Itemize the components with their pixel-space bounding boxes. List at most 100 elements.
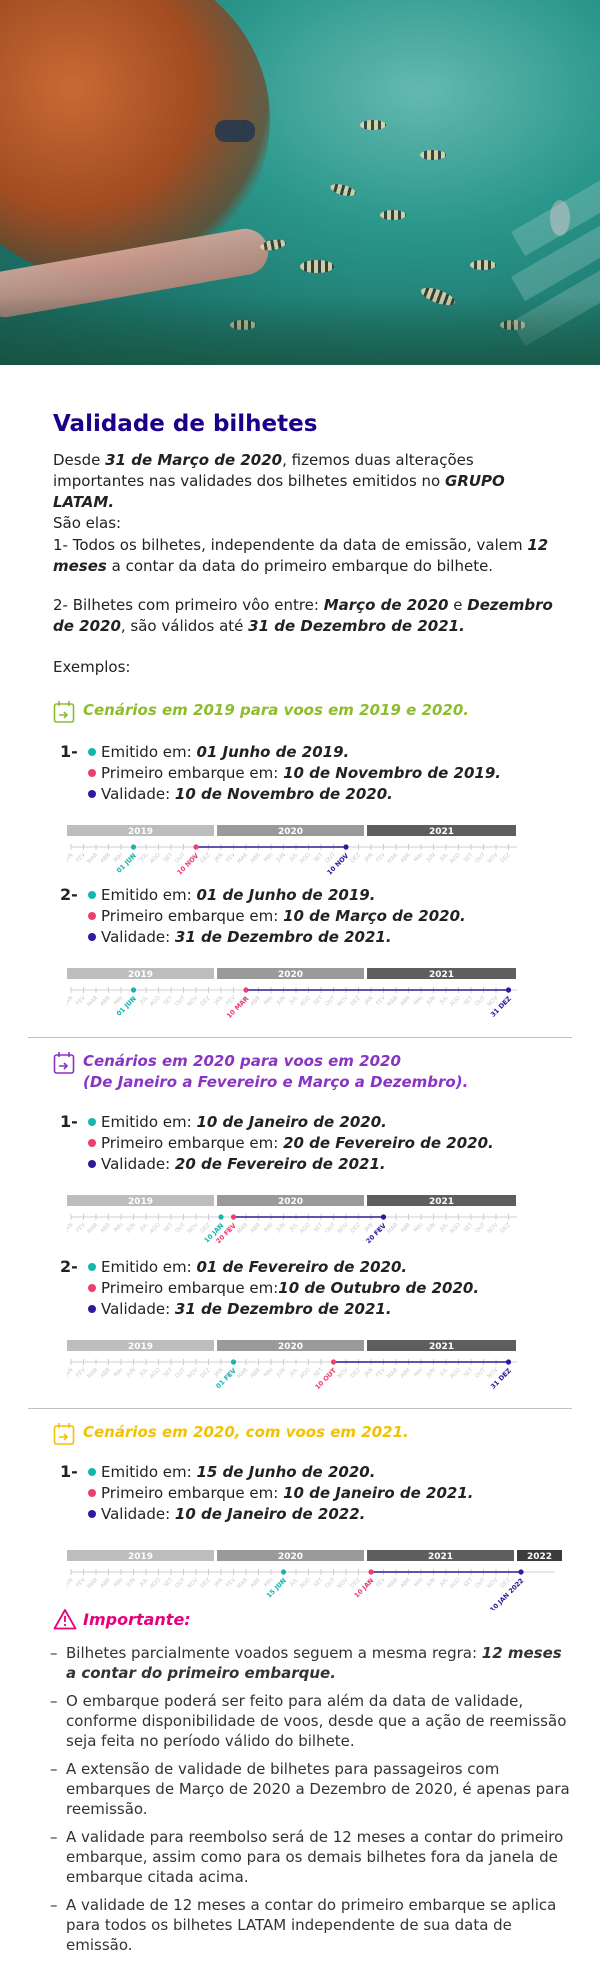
month-label: MAI bbox=[263, 1367, 275, 1379]
month-label: MAI bbox=[113, 852, 125, 864]
emit-dot bbox=[88, 890, 96, 899]
month-label: ABR bbox=[100, 1222, 112, 1234]
example-lines: Emitido em: 01 Junho de 2019. Primeiro e… bbox=[88, 742, 501, 805]
month-label: NOV bbox=[487, 1222, 500, 1235]
month-label: ABR bbox=[100, 1577, 112, 1589]
year-bar bbox=[367, 968, 516, 979]
important-item: O embarque poderá ser feito para além da… bbox=[50, 1691, 570, 1751]
fish-shape bbox=[380, 210, 406, 220]
valid-marker bbox=[505, 987, 512, 993]
example-lines: Emitido em: 10 de Janeiro de 2020. Prime… bbox=[88, 1112, 494, 1175]
intro-text: e bbox=[448, 596, 468, 614]
month-label: NOV bbox=[187, 995, 200, 1008]
year-bar bbox=[367, 825, 516, 836]
embark-label: Primeiro embarque em: bbox=[101, 1484, 284, 1502]
month-label: JAN bbox=[67, 995, 74, 1007]
fish-shape bbox=[329, 181, 357, 199]
month-label: FEV bbox=[375, 852, 387, 864]
intro-text: , fizemos duas alterações importantes na… bbox=[53, 451, 474, 490]
month-label: JUN bbox=[125, 1577, 137, 1589]
embark-value: 10 de Novembro de 2019. bbox=[283, 764, 501, 782]
month-label: MAR bbox=[86, 995, 99, 1008]
intro-brand: GRUPO LATAM. bbox=[53, 472, 505, 511]
month-label: SET bbox=[313, 1222, 325, 1234]
year-label: 2020 bbox=[278, 970, 303, 980]
important-item: A extensão de validade de bilhetes para … bbox=[50, 1759, 570, 1819]
month-label: NOV bbox=[337, 1222, 350, 1235]
example-lines: Emitido em: 01 de Fevereiro de 2020. Pri… bbox=[88, 1257, 479, 1320]
embark-line: Primeiro embarque em: 20 de Fevereiro de… bbox=[88, 1133, 494, 1154]
month-label: JUN bbox=[275, 1577, 287, 1589]
section-2019: Cenários em 2019 para voos em 2019 e 202… bbox=[53, 700, 469, 724]
month-label: DEZ bbox=[500, 1222, 513, 1235]
month-label: AGO bbox=[449, 852, 462, 865]
month-label: JUL bbox=[138, 1367, 150, 1379]
month-label: JAN bbox=[213, 1367, 225, 1379]
embark-marker bbox=[330, 1359, 337, 1365]
month-label: FEV bbox=[225, 1222, 237, 1234]
month-label: MAI bbox=[263, 852, 275, 864]
valid-line: Validade: 10 de Janeiro de 2022. bbox=[88, 1504, 474, 1525]
month-label: JUN bbox=[425, 1577, 437, 1589]
month-label: AGO bbox=[299, 1367, 312, 1380]
year-label: 2019 bbox=[128, 1342, 153, 1352]
month-label: OUT bbox=[324, 1222, 337, 1235]
month-label: JUL bbox=[438, 995, 450, 1007]
month-label: AGO bbox=[149, 1222, 162, 1235]
month-label: JAN bbox=[363, 852, 375, 864]
hero-reef bbox=[0, 295, 600, 365]
important-header: Importante: bbox=[53, 1608, 191, 1630]
month-label: ABR bbox=[250, 995, 262, 1007]
year-bar bbox=[67, 825, 214, 836]
intro-text: a contar da data do primeiro embarque do… bbox=[106, 557, 494, 575]
month-label: DEZ bbox=[350, 1367, 363, 1380]
intro-text: Desde bbox=[53, 451, 106, 469]
embark-label: Primeiro embarque em: bbox=[101, 764, 284, 782]
valid-line: Validade: 31 de Dezembro de 2021. bbox=[88, 927, 466, 948]
embark-value: 10 de Janeiro de 2021. bbox=[283, 1484, 474, 1502]
month-label: JUN bbox=[425, 1367, 437, 1379]
month-label: ABR bbox=[100, 995, 112, 1007]
year-bar bbox=[67, 1195, 214, 1206]
month-label: JAN bbox=[213, 1222, 225, 1234]
month-label: OUT bbox=[474, 1222, 487, 1235]
year-label: 2020 bbox=[278, 827, 303, 837]
month-label: MAR bbox=[386, 1577, 399, 1590]
month-label: JUN bbox=[125, 1222, 137, 1234]
month-label: MAI bbox=[263, 1222, 275, 1234]
month-label: AGO bbox=[149, 852, 162, 865]
embark-dot bbox=[88, 1283, 96, 1292]
month-label: SET bbox=[313, 1367, 325, 1379]
month-label: DEZ bbox=[350, 852, 363, 865]
month-label: OUT bbox=[474, 995, 487, 1008]
month-label: FEV bbox=[375, 1222, 387, 1234]
hero-diving-mask bbox=[215, 120, 255, 142]
section-title-line-1: Cenários em 2020 para voos em 2020 bbox=[83, 1052, 401, 1070]
month-label: FEV bbox=[375, 1367, 387, 1379]
emit-line: Emitido em: 01 Junho de 2019. bbox=[88, 742, 501, 763]
month-label: SET bbox=[163, 852, 175, 864]
month-label: MAI bbox=[113, 995, 125, 1007]
valid-dot bbox=[88, 932, 96, 941]
embark-dot bbox=[88, 1138, 96, 1147]
intro-emphasis: 12 meses bbox=[53, 536, 549, 575]
calendar-icon bbox=[53, 1423, 75, 1445]
month-label: MAR bbox=[236, 852, 249, 865]
example-lines: Emitido em: 15 de Junho de 2020. Primeir… bbox=[88, 1462, 474, 1525]
emit-marker bbox=[130, 987, 137, 993]
intro-paragraph-1: Desde 31 de Março de 2020, fizemos duas … bbox=[53, 450, 553, 534]
emit-line: Emitido em: 10 de Janeiro de 2020. bbox=[88, 1112, 494, 1133]
month-label: OUT bbox=[474, 1577, 487, 1590]
month-label: JUL bbox=[438, 1577, 450, 1589]
month-label: MAR bbox=[236, 1577, 249, 1590]
embark-dot bbox=[88, 911, 96, 920]
month-label: JUN bbox=[425, 995, 437, 1007]
month-label: JUL bbox=[288, 995, 300, 1007]
month-label: JAN bbox=[513, 1577, 525, 1589]
month-label: JAN bbox=[363, 1367, 375, 1379]
month-label: JUL bbox=[288, 1577, 300, 1589]
month-label: MAI bbox=[413, 1577, 425, 1589]
item-emphasis: 12 meses a contar do primeiro embarque. bbox=[66, 1644, 562, 1682]
embark-line: Primeiro embarque em: 10 de Março de 202… bbox=[88, 906, 466, 927]
